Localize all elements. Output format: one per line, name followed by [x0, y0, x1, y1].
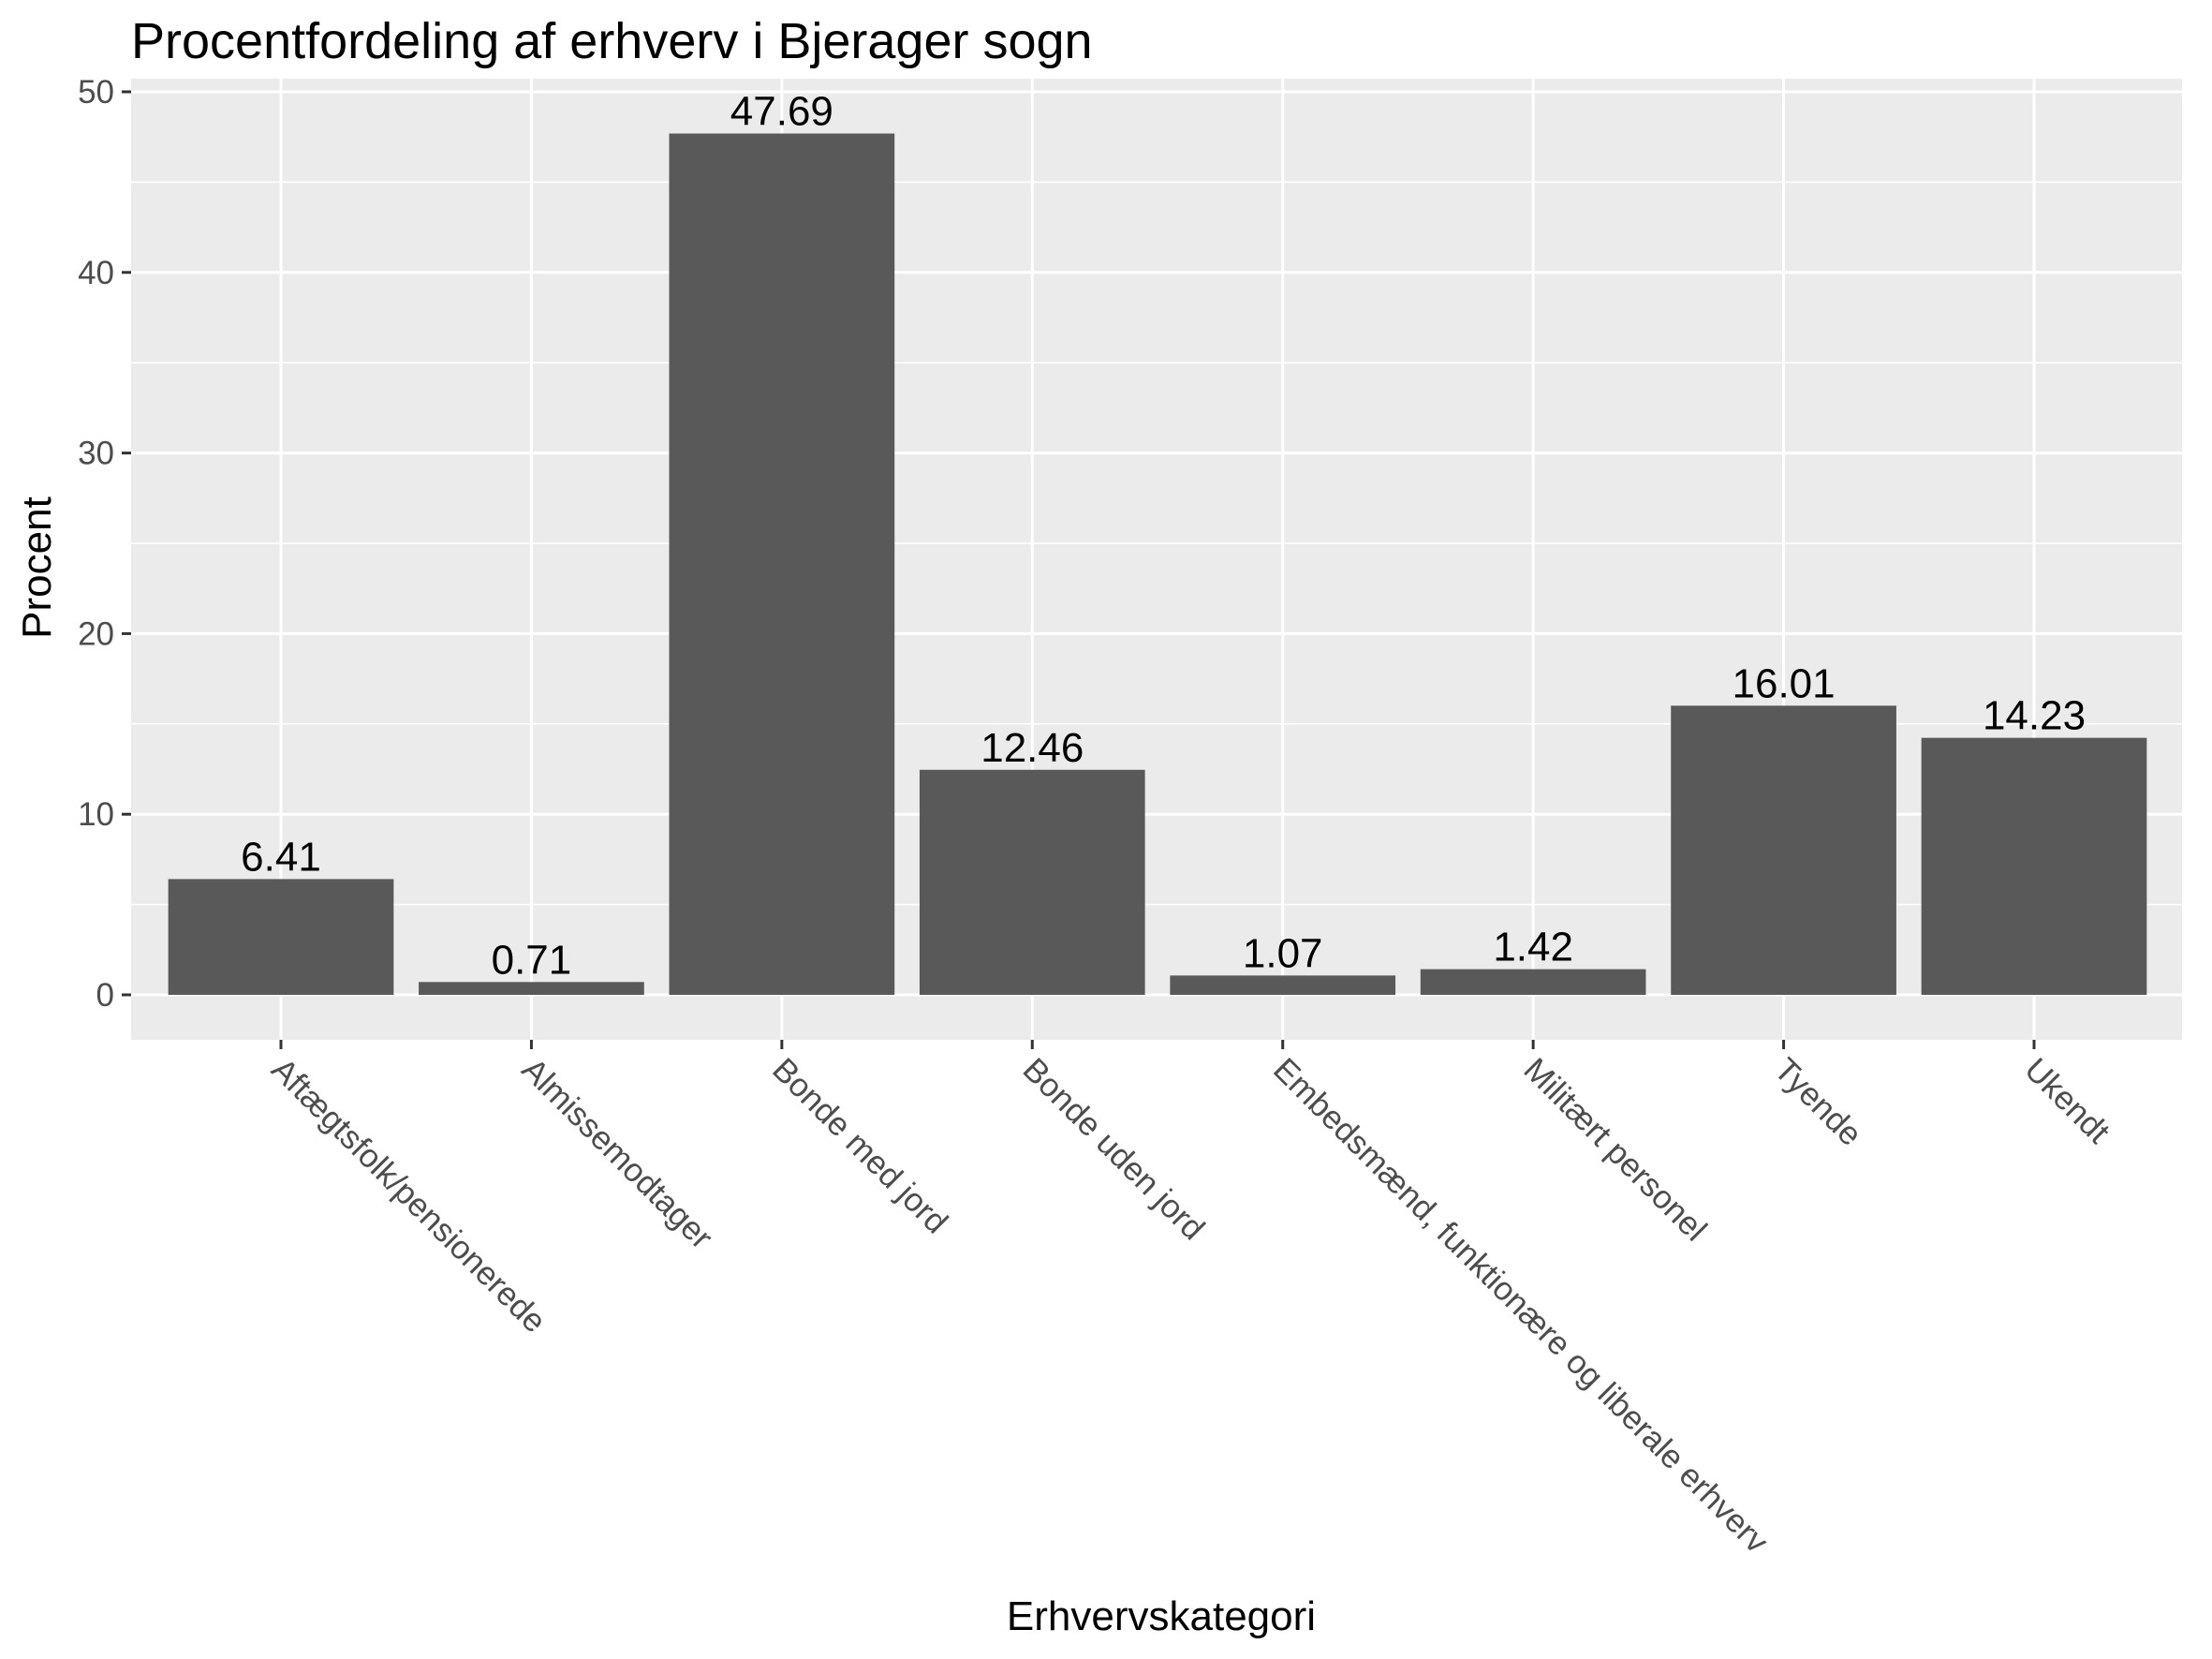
bar: [1420, 969, 1646, 995]
x-tick-label: Tyende: [1767, 1051, 1869, 1153]
y-axis-title: Procent: [14, 496, 60, 639]
data-labels: 6.41 0.71 47.69 12.46 1.07 1.42 16.01 14.23: [241, 89, 2086, 984]
bars: [168, 133, 2147, 995]
x-tick-label: Militært personel: [1516, 1051, 1714, 1249]
x-tick-label: Almissemodtager: [515, 1051, 720, 1256]
chart-title: Procentfordeling af erhverv i Bjerager s…: [131, 13, 1093, 69]
bar: [168, 879, 394, 995]
y-tick-label: 20: [78, 615, 114, 652]
bar-value-label: 16.01: [1733, 660, 1836, 706]
bar: [1671, 705, 1896, 995]
y-axis: 0 10 20 30 40 50: [78, 74, 131, 1014]
x-axis-title: Erhvervskategori: [1007, 1593, 1316, 1639]
x-tick-label: Embedsmænd, funktionære og liberale erhv…: [1266, 1051, 1776, 1561]
x-tick-label: Bonde uden jord: [1016, 1051, 1212, 1247]
bar: [669, 133, 895, 995]
bar-value-label: 0.71: [492, 937, 572, 983]
y-tick-label: 0: [96, 977, 114, 1014]
bar: [419, 982, 644, 995]
x-tick-label: Bonde med jord: [765, 1051, 954, 1240]
x-tick-label: Aftægtsfolk/pensionerede: [264, 1051, 553, 1340]
y-tick-label: 10: [78, 796, 114, 833]
bar: [919, 769, 1145, 995]
y-tick-label: 50: [78, 74, 114, 111]
y-tick-label: 40: [78, 255, 114, 291]
bar-value-label: 1.42: [1493, 925, 1573, 970]
bar-value-label: 1.07: [1243, 930, 1323, 976]
bar-value-label: 47.69: [730, 89, 833, 135]
bar: [1921, 737, 2147, 995]
bar-value-label: 14.23: [1983, 693, 2086, 739]
bar: [1170, 975, 1396, 995]
bar-value-label: 12.46: [981, 725, 1084, 771]
y-tick-label: 30: [78, 436, 114, 472]
bar-value-label: 6.41: [241, 834, 321, 880]
x-tick-label: Ukendt: [2017, 1051, 2116, 1150]
